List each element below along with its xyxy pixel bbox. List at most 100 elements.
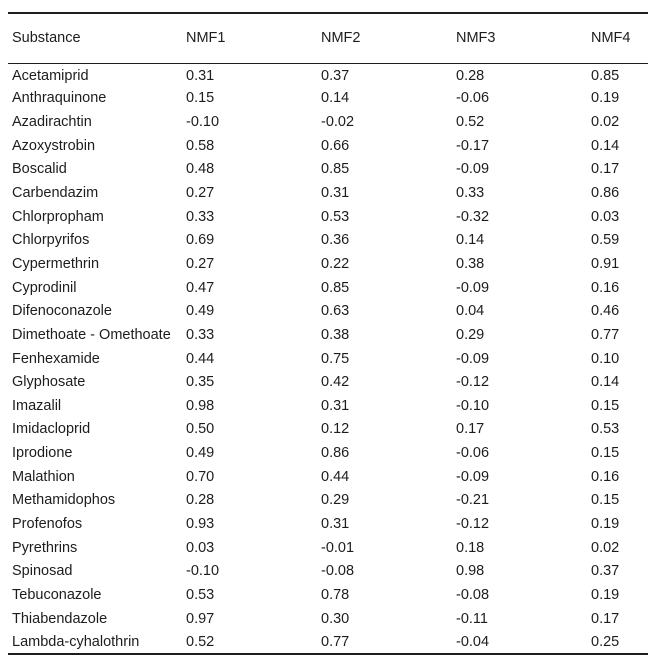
table-row: Chlorpropham 0.33 0.53 -0.32 0.03: [8, 205, 648, 229]
loading-value-cell: -0.12: [456, 515, 490, 532]
loading-value-cell: 0.33: [456, 185, 485, 202]
loading-value-cell: 0.49: [186, 303, 215, 320]
table-row: Malathion 0.70 0.44 -0.09 0.16: [8, 465, 648, 489]
loading-value-cell: 0.77: [591, 326, 620, 343]
loading-value-cell: 0.14: [591, 374, 620, 391]
table-row: Fenhexamide 0.44 0.75 -0.09 0.10: [8, 347, 648, 371]
table-body: Acetamiprid 0.31 0.37 0.28 0.85 Anthraquinone…: [8, 63, 648, 654]
loading-value-cell: 0.36: [321, 232, 350, 249]
table-row: Imazalil 0.98 0.31 -0.10 0.15: [8, 394, 648, 418]
loading-value-cell: -0.02: [321, 114, 355, 131]
loading-value-cell: 0.27: [186, 255, 215, 272]
loading-value-cell: -0.09: [456, 279, 490, 296]
loading-value-cell: 0.98: [456, 563, 485, 580]
loading-value-cell: 0.33: [186, 208, 215, 225]
loading-value-cell: 0.66: [321, 137, 350, 154]
table-row: Profenofos 0.93 0.31 -0.12 0.19: [8, 512, 648, 536]
loading-value-cell: 0.63: [321, 303, 350, 320]
loading-value-cell: 0.44: [186, 350, 215, 367]
substance-cell: Fenhexamide: [12, 350, 100, 367]
loading-value-cell: 0.16: [591, 279, 620, 296]
header-row: Substance NMF1 NMF2 NMF3 NMF4: [8, 13, 648, 64]
loading-value-cell: 0.37: [321, 68, 350, 85]
loading-value-cell: -0.04: [456, 633, 490, 650]
substance-cell: Glyphosate: [12, 374, 86, 391]
table-row: Boscalid 0.48 0.85 -0.09 0.17: [8, 158, 648, 182]
substance-cell: Tebuconazole: [12, 586, 102, 603]
table-row: Anthraquinone 0.15 0.14 -0.06 0.19: [8, 87, 648, 111]
column-header-substance: Substance: [8, 13, 186, 64]
loading-value-cell: 0.10: [591, 350, 620, 367]
substance-cell: Azoxystrobin: [12, 137, 96, 154]
nmf-loadings-table: Substance NMF1 NMF2 NMF3 NMF4 Acetamiprid 0.3…: [8, 12, 648, 656]
loading-value-cell: 0.47: [186, 279, 215, 296]
table-row: Cyprodinil 0.47 0.85 -0.09 0.16: [8, 276, 648, 300]
loading-value-cell: 0.53: [591, 421, 620, 438]
substance-cell: Carbendazim: [12, 185, 99, 202]
substance-cell: Dimethoate - Omethoate: [12, 326, 171, 343]
table-row: Glyphosate 0.35 0.42 -0.12 0.14: [8, 370, 648, 394]
substance-cell: Thiabendazole: [12, 610, 108, 627]
loading-value-cell: 0.27: [186, 185, 215, 202]
substance-cell: Cyprodinil: [12, 279, 77, 296]
loading-value-cell: -0.12: [456, 374, 490, 391]
table-row: Tebuconazole 0.53 0.78 -0.08 0.19: [8, 583, 648, 607]
loading-value-cell: 0.35: [186, 374, 215, 391]
loading-value-cell: 0.77: [321, 633, 350, 650]
table-row: Iprodione 0.49 0.86 -0.06 0.15: [8, 441, 648, 465]
loading-value-cell: 0.49: [186, 445, 215, 462]
loading-value-cell: 0.52: [456, 114, 485, 131]
loading-value-cell: 0.69: [186, 232, 215, 249]
substance-cell: Methamidophos: [12, 492, 116, 509]
loading-value-cell: -0.09: [456, 161, 490, 178]
loading-value-cell: -0.08: [456, 586, 490, 603]
loading-value-cell: 0.25: [591, 633, 620, 650]
loading-value-cell: 0.52: [186, 633, 215, 650]
loading-value-cell: 0.29: [456, 326, 485, 343]
loading-value-cell: 0.50: [186, 421, 215, 438]
loading-value-cell: -0.09: [456, 350, 490, 367]
table-header: Substance NMF1 NMF2 NMF3 NMF4: [8, 13, 648, 64]
loading-value-cell: -0.10: [456, 397, 490, 414]
loading-value-cell: 0.97: [186, 610, 215, 627]
loading-value-cell: 0.28: [186, 492, 215, 509]
loading-value-cell: 0.03: [186, 539, 215, 556]
loading-value-cell: 0.91: [591, 255, 620, 272]
substance-cell: Iprodione: [12, 445, 73, 462]
loading-value-cell: 0.28: [456, 68, 485, 85]
substance-cell: Cypermethrin: [12, 255, 100, 272]
loading-value-cell: -0.10: [186, 563, 220, 580]
loading-value-cell: 0.58: [186, 137, 215, 154]
loading-value-cell: 0.19: [591, 90, 620, 107]
loading-value-cell: 0.12: [321, 421, 350, 438]
loading-value-cell: 0.38: [456, 255, 485, 272]
loading-value-cell: 0.30: [321, 610, 350, 627]
loading-value-cell: 0.53: [186, 586, 215, 603]
loading-value-cell: 0.46: [591, 303, 620, 320]
loading-value-cell: 0.85: [321, 161, 350, 178]
loading-value-cell: 0.02: [591, 114, 620, 131]
loading-value-cell: 0.02: [591, 539, 620, 556]
table-row: Spinosad -0.10 -0.08 0.98 0.37: [8, 559, 648, 583]
table-row: Imidacloprid 0.50 0.12 0.17 0.53: [8, 418, 648, 442]
loading-value-cell: 0.19: [591, 515, 620, 532]
table-row: Azoxystrobin 0.58 0.66 -0.17 0.14: [8, 134, 648, 158]
substance-cell: Azadirachtin: [12, 114, 92, 131]
loading-value-cell: 0.17: [591, 610, 620, 627]
loading-value-cell: 0.85: [591, 68, 620, 85]
loading-value-cell: -0.32: [456, 208, 490, 225]
loading-value-cell: 0.29: [321, 492, 350, 509]
substance-cell: Boscalid: [12, 161, 67, 178]
substance-cell: Spinosad: [12, 563, 73, 580]
loading-value-cell: 0.15: [591, 397, 620, 414]
substance-cell: Lambda-cyhalothrin: [12, 633, 140, 650]
table-row: Pyrethrins 0.03 -0.01 0.18 0.02: [8, 536, 648, 560]
loading-value-cell: 0.19: [591, 586, 620, 603]
loading-value-cell: 0.75: [321, 350, 350, 367]
column-header-nmf2: NMF2: [321, 13, 456, 64]
substance-cell: Imidacloprid: [12, 421, 91, 438]
loading-value-cell: 0.78: [321, 586, 350, 603]
loading-value-cell: 0.93: [186, 515, 215, 532]
loading-value-cell: 0.31: [186, 68, 215, 85]
